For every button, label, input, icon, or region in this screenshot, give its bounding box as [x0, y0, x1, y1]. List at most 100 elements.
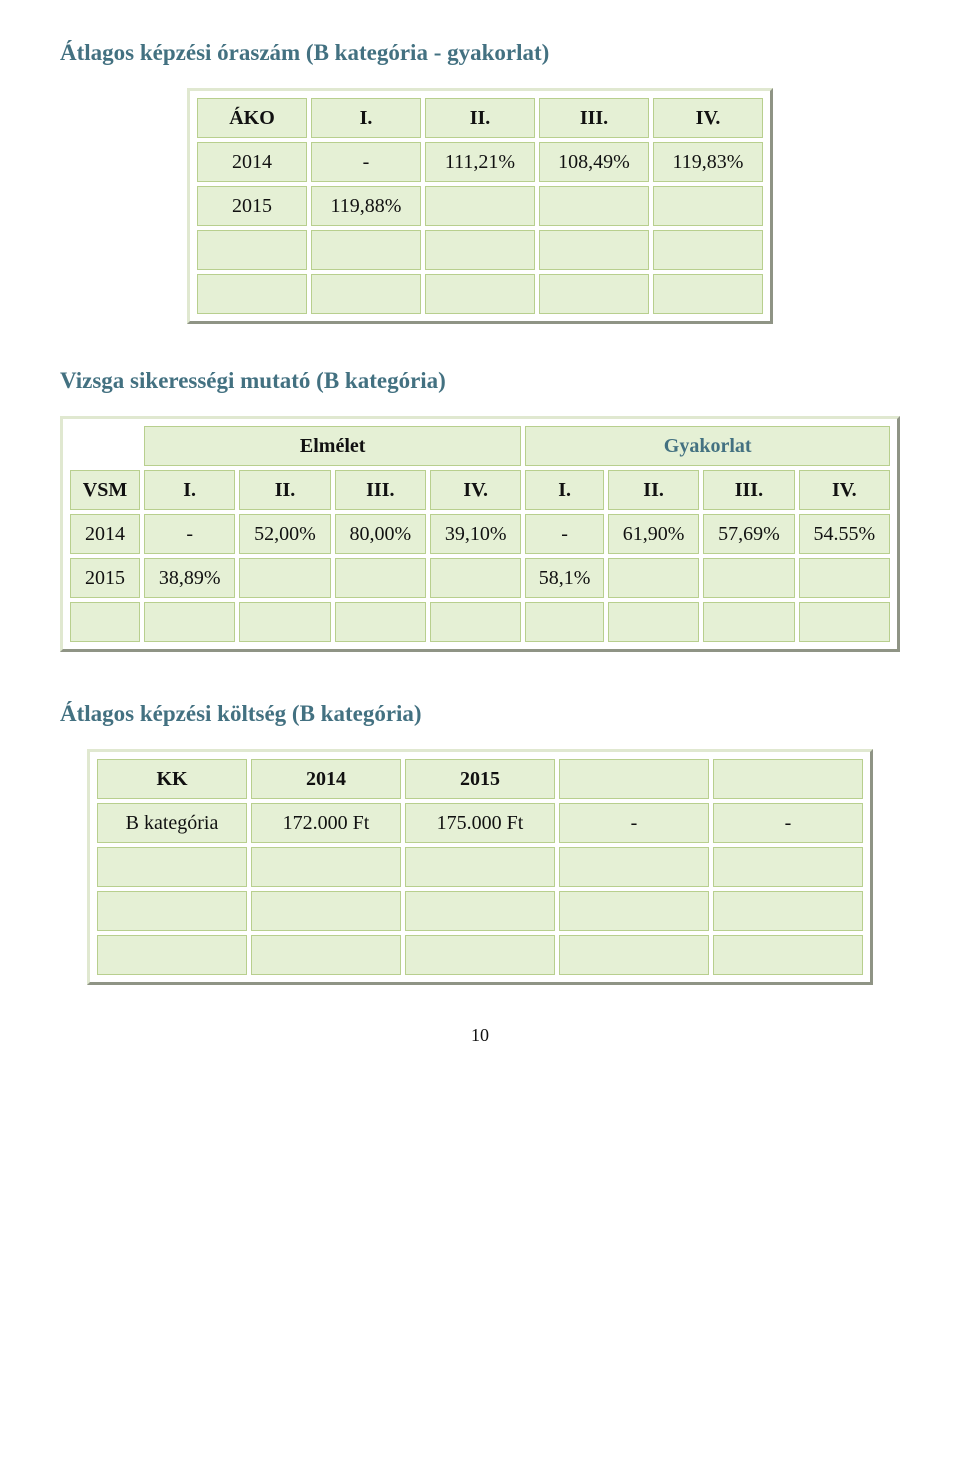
cell: 2015 [70, 558, 140, 598]
table-row: KK 2014 2015 [97, 759, 863, 799]
table-row [97, 891, 863, 931]
cell: 39,10% [430, 514, 521, 554]
cell [430, 602, 521, 642]
table-frame-kk: KK 2014 2015 B kategória 172.000 Ft 175.… [87, 749, 873, 985]
section-title-ako: Átlagos képzési óraszám (B kategória - g… [60, 40, 900, 66]
table-row: B kategória 172.000 Ft 175.000 Ft - - [97, 803, 863, 843]
col-header: 2015 [405, 759, 555, 799]
cell [703, 602, 794, 642]
cell [197, 230, 307, 270]
cell [559, 847, 709, 887]
col-header: IV. [799, 470, 890, 510]
cell [539, 186, 649, 226]
cell [239, 602, 330, 642]
table-row [70, 602, 890, 642]
cell: 2014 [197, 142, 307, 182]
cell [144, 602, 235, 642]
table-ako: ÁKO I. II. III. IV. 2014 - 111,21% 108,4… [193, 94, 767, 318]
cell: 2014 [70, 514, 140, 554]
col-header: II. [608, 470, 699, 510]
group-header-elmelet: Elmélet [144, 426, 521, 466]
cell [608, 602, 699, 642]
cell [703, 558, 794, 598]
section-title-kk: Átlagos képzési költség (B kategória) [60, 701, 900, 727]
col-header: VSM [70, 470, 140, 510]
cell: 52,00% [239, 514, 330, 554]
cell [525, 602, 604, 642]
col-header [559, 759, 709, 799]
table-wrap-ako: ÁKO I. II. III. IV. 2014 - 111,21% 108,4… [60, 88, 900, 324]
cell [97, 935, 247, 975]
col-header: II. [425, 98, 535, 138]
cell: 175.000 Ft [405, 803, 555, 843]
col-header: KK [97, 759, 247, 799]
col-header: I. [144, 470, 235, 510]
table-kk: KK 2014 2015 B kategória 172.000 Ft 175.… [93, 755, 867, 979]
cell: 108,49% [539, 142, 649, 182]
cell: 38,89% [144, 558, 235, 598]
cell [430, 558, 521, 598]
cell [713, 935, 863, 975]
cell [70, 602, 140, 642]
table-row [197, 230, 763, 270]
col-header [713, 759, 863, 799]
cell [425, 186, 535, 226]
cell [251, 891, 401, 931]
cell [539, 230, 649, 270]
cell [97, 847, 247, 887]
cell [311, 230, 421, 270]
cell [405, 891, 555, 931]
cell [653, 186, 763, 226]
cell: 172.000 Ft [251, 803, 401, 843]
cell [425, 230, 535, 270]
cell [251, 847, 401, 887]
cell: 119,83% [653, 142, 763, 182]
table-vsm: Elmélet Gyakorlat VSM I. II. III. IV. I.… [66, 422, 894, 646]
cell: 61,90% [608, 514, 699, 554]
section-title-vsm: Vizsga sikerességi mutató (B kategória) [60, 368, 900, 394]
group-header-gyakorlat: Gyakorlat [525, 426, 890, 466]
cell [239, 558, 330, 598]
cell: 58,1% [525, 558, 604, 598]
col-header: III. [335, 470, 426, 510]
cell [608, 558, 699, 598]
empty-cell [70, 426, 140, 466]
table-frame-vsm: Elmélet Gyakorlat VSM I. II. III. IV. I.… [60, 416, 900, 652]
cell: 80,00% [335, 514, 426, 554]
col-header: I. [525, 470, 604, 510]
page-number: 10 [60, 1025, 900, 1046]
cell [311, 274, 421, 314]
cell: 2015 [197, 186, 307, 226]
table-row: 2015 38,89% 58,1% [70, 558, 890, 598]
table-row [97, 935, 863, 975]
cell [713, 891, 863, 931]
cell [335, 602, 426, 642]
col-header: IV. [430, 470, 521, 510]
cell [405, 847, 555, 887]
cell [335, 558, 426, 598]
table-row: 2014 - 52,00% 80,00% 39,10% - 61,90% 57,… [70, 514, 890, 554]
table-row: 2014 - 111,21% 108,49% 119,83% [197, 142, 763, 182]
cell: - [559, 803, 709, 843]
col-header: ÁKO [197, 98, 307, 138]
cell [799, 602, 890, 642]
col-header: III. [539, 98, 649, 138]
col-header: IV. [653, 98, 763, 138]
cell [425, 274, 535, 314]
col-header: 2014 [251, 759, 401, 799]
table-row: Elmélet Gyakorlat [70, 426, 890, 466]
cell [97, 891, 247, 931]
cell [251, 935, 401, 975]
table-row: 2015 119,88% [197, 186, 763, 226]
cell: 119,88% [311, 186, 421, 226]
cell: - [144, 514, 235, 554]
cell: B kategória [97, 803, 247, 843]
cell [559, 935, 709, 975]
cell [539, 274, 649, 314]
cell [653, 274, 763, 314]
cell: 111,21% [425, 142, 535, 182]
table-row [197, 274, 763, 314]
table-row: VSM I. II. III. IV. I. II. III. IV. [70, 470, 890, 510]
cell [799, 558, 890, 598]
table-row: ÁKO I. II. III. IV. [197, 98, 763, 138]
